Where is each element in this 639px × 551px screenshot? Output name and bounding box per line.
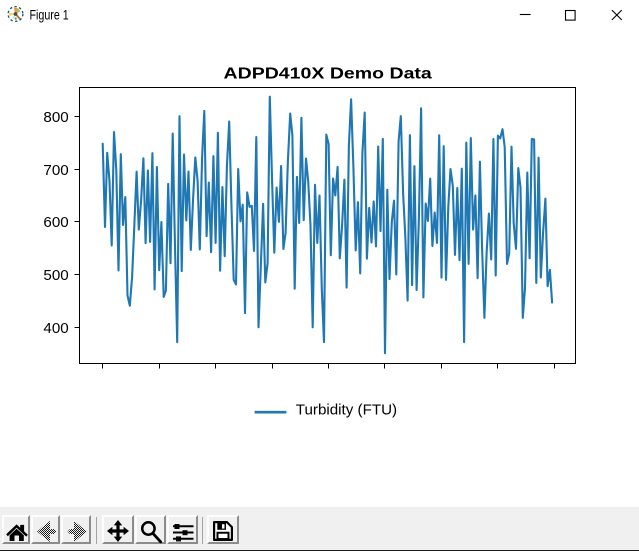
svg-text:800: 800 <box>43 110 68 126</box>
svg-text:400: 400 <box>43 321 68 337</box>
svg-text:ADPD410X Demo Data: ADPD410X Demo Data <box>224 65 433 82</box>
svg-text:700: 700 <box>43 163 68 179</box>
svg-text:600: 600 <box>43 215 68 231</box>
svg-text:Figure 1: Figure 1 <box>30 7 69 23</box>
svg-text:500: 500 <box>43 268 68 284</box>
svg-text:Turbidity (FTU): Turbidity (FTU) <box>296 403 397 419</box>
